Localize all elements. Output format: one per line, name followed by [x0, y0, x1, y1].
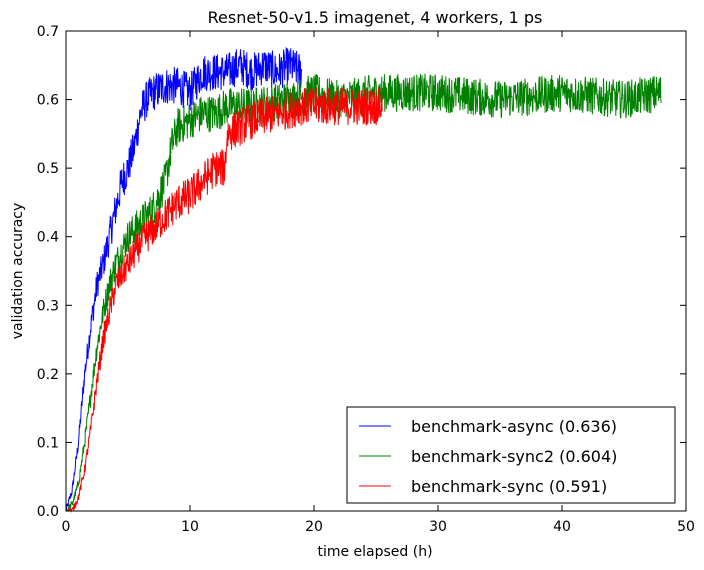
chart-title: Resnet-50-v1.5 imagenet, 4 workers, 1 ps: [208, 8, 543, 27]
x-tick-label: 30: [429, 519, 447, 535]
y-tick-label: 0.4: [37, 230, 59, 246]
y-tick-label: 0.5: [37, 161, 59, 177]
legend: benchmark-async (0.636) benchmark-sync2 (…: [346, 406, 676, 504]
x-tick-label: 50: [677, 519, 695, 535]
x-tick-label: 10: [181, 519, 199, 535]
y-tick-label: 0.6: [37, 93, 59, 109]
x-tick-label: 0: [62, 519, 71, 535]
legend-box: [346, 406, 676, 504]
y-tick-label: 0.0: [37, 504, 59, 520]
x-tick-label: 20: [305, 519, 323, 535]
x-tick-label: 40: [553, 519, 571, 535]
legend-label: benchmark-async (0.636): [411, 417, 617, 436]
legend-label: benchmark-sync (0.591): [411, 477, 607, 496]
y-tick-label: 0.2: [37, 367, 59, 383]
y-tick-label: 0.1: [37, 435, 59, 451]
series-line-2: [65, 87, 383, 513]
y-tick-label: 0.7: [37, 24, 59, 40]
x-axis-label: time elapsed (h): [317, 544, 432, 560]
legend-label: benchmark-sync2 (0.604): [411, 447, 617, 466]
series-line-0: [65, 46, 302, 512]
y-tick-label: 0.3: [37, 298, 59, 314]
y-axis-label: validation accuracy: [10, 203, 26, 340]
series-line-1: [65, 73, 662, 513]
series-layer: [65, 46, 662, 513]
axes-ticks: 0 10 20 30 40 50 0.0 0.1 0.2 0.3 0.4 0.5 0.6 0.7: [37, 24, 695, 535]
